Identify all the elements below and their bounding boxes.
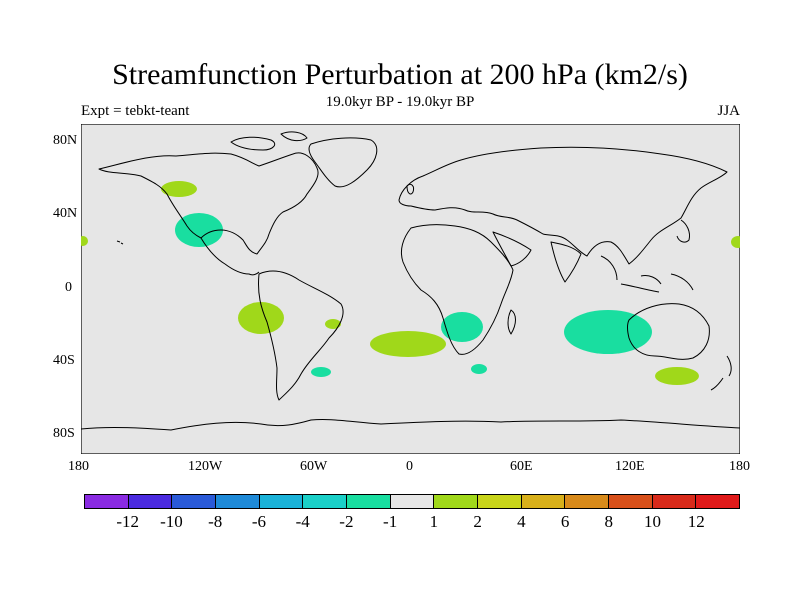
coast-arabia — [492, 231, 532, 267]
anomaly-southern-africa-neg — [441, 312, 483, 342]
anomaly-indian-ocean-neg — [564, 310, 652, 354]
coast-eurasia — [398, 146, 728, 265]
colorbar-segment — [303, 495, 348, 508]
coast-north-america — [98, 152, 319, 255]
anomaly-indian-small-neg — [471, 364, 487, 374]
coast-south-america — [258, 270, 344, 401]
colorbar-segment — [85, 495, 129, 508]
coast-greenland — [308, 137, 378, 188]
anomaly-north-pacific-neg — [175, 213, 223, 247]
colorbar-segment — [434, 495, 479, 508]
colorbar-label: -6 — [251, 512, 267, 531]
colorbar-label: 2 — [473, 512, 482, 531]
anomaly-brazil-coast-pos — [325, 319, 341, 329]
coast-new-zealand — [710, 355, 732, 391]
lat-label-eq: 0 — [65, 280, 72, 295]
anomaly-se-pacific-pos — [238, 302, 284, 334]
colorbar-segment — [609, 495, 653, 508]
colorbar-segment — [521, 495, 566, 508]
anomaly-far-south-atlantic-neg — [311, 367, 331, 377]
colorbar-label: -1 — [383, 512, 398, 531]
anomaly-tasman-pos — [655, 367, 699, 385]
colorbar-label: -12 — [116, 512, 140, 531]
colorbar-segment — [128, 495, 173, 508]
colorbar-label: 4 — [517, 512, 526, 531]
coastlines — [81, 131, 740, 431]
coast-japan — [676, 219, 690, 243]
anomaly-west-edge-pos — [81, 236, 88, 246]
colorbar — [84, 494, 740, 509]
coast-india — [550, 241, 582, 283]
lat-label-40s: 40S — [53, 353, 75, 368]
coast-hawaii — [116, 240, 124, 245]
lon-label-120w: 120W — [188, 459, 223, 474]
colorbar-segment — [216, 495, 260, 508]
lon-label-0: 0 — [406, 459, 413, 474]
colorbar-segment — [652, 495, 697, 508]
center-subtitle: 19.0kyr BP - 19.0kyr BP — [325, 94, 475, 110]
map-background — [81, 124, 740, 454]
colorbar-label: 6 — [560, 512, 570, 531]
lat-label-40n: 40N — [53, 206, 78, 221]
colorbar-segment — [259, 495, 304, 508]
coast-uk — [406, 183, 414, 195]
right-subtitle: JJA — [717, 103, 740, 119]
colorbar-label: -4 — [295, 512, 310, 531]
lon-label-60e: 60E — [510, 459, 533, 474]
colorbar-label: 8 — [604, 512, 614, 531]
colorbar-segment — [565, 495, 610, 508]
lat-label-80s: 80S — [53, 426, 75, 441]
anomaly-layer — [81, 181, 740, 385]
colorbar-label: -10 — [160, 512, 183, 531]
colorbar-label: -8 — [208, 512, 223, 531]
colorbar-segment — [696, 495, 740, 508]
lon-label-60w: 60W — [300, 459, 328, 474]
lon-label-120e: 120E — [615, 459, 645, 474]
colorbar-segment — [172, 495, 217, 508]
left-subtitle: Expt = tebkt-teant — [81, 103, 190, 119]
colorbar-label: 1 — [429, 512, 439, 531]
lat-label-80n: 80N — [53, 133, 78, 148]
colorbar-label: 10 — [644, 512, 662, 531]
coast-australia — [627, 303, 710, 360]
anomaly-south-atlantic-pos — [370, 331, 446, 357]
coast-madagascar — [507, 309, 516, 335]
lon-label-180w: 180 — [68, 459, 89, 474]
colorbar-segment — [478, 495, 522, 508]
world-map — [81, 124, 740, 454]
coast-antarctica — [81, 418, 740, 431]
lon-label-180e: 180 — [729, 459, 750, 474]
coast-se-asia — [600, 255, 694, 293]
map-title: Streamfunction Perturbation at 200 hPa (… — [112, 58, 688, 91]
colorbar-label: -2 — [339, 512, 354, 531]
coast-africa — [400, 224, 514, 355]
anomaly-east-edge-pos — [731, 236, 740, 248]
coast-arctic-islands — [230, 131, 308, 151]
colorbar-segment — [390, 495, 435, 508]
anomaly-alaska-pos — [161, 181, 197, 197]
colorbar-label: 12 — [687, 512, 705, 531]
colorbar-segment — [347, 495, 391, 508]
coast-central-america — [200, 237, 260, 276]
